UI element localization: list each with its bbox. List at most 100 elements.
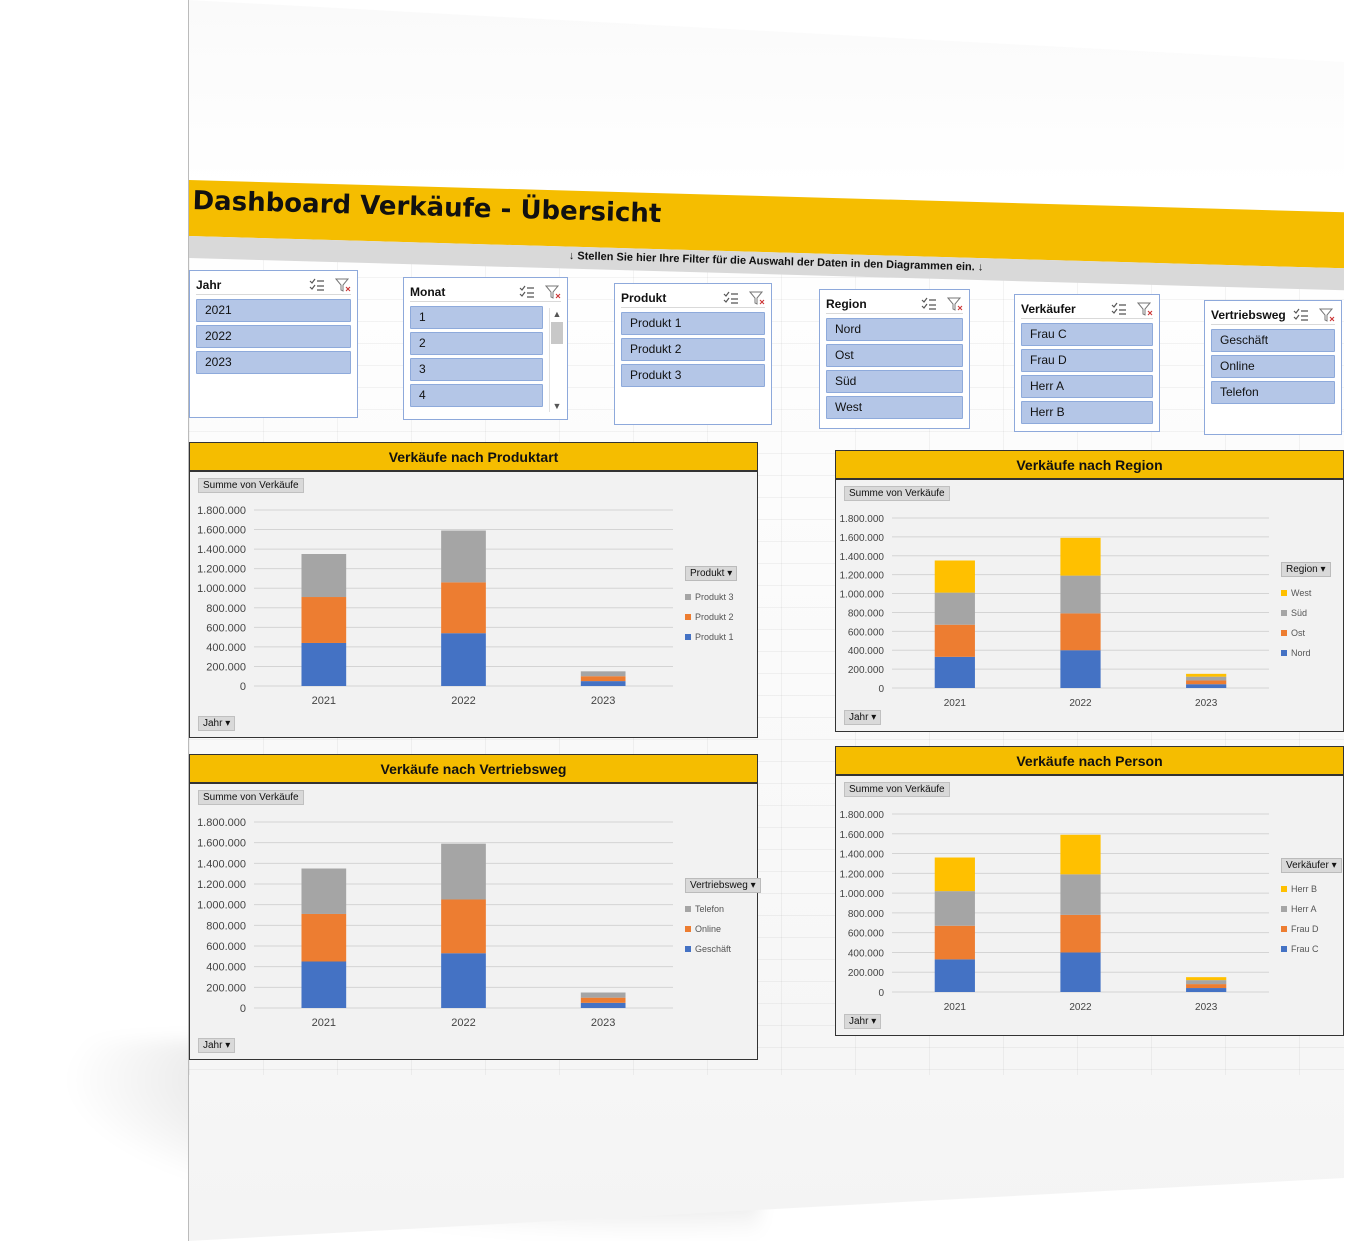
bar-segment[interactable] xyxy=(934,560,975,593)
clear-filter-icon[interactable] xyxy=(544,285,561,299)
bar-segment[interactable] xyxy=(1186,673,1227,677)
axis-field-button[interactable]: Jahr ▾ xyxy=(844,1014,882,1029)
slicer-item[interactable]: Nord xyxy=(826,318,963,341)
slicer-item[interactable]: 2 xyxy=(410,332,543,355)
value-field-button[interactable]: Summe von Verkäufe xyxy=(844,486,950,501)
bar-segment[interactable] xyxy=(301,597,347,643)
legend-field-button[interactable]: Region ▾ xyxy=(1281,562,1331,577)
bar-segment[interactable] xyxy=(580,1002,626,1008)
scroll-down-icon[interactable]: ▼ xyxy=(552,401,562,411)
multi-select-icon[interactable] xyxy=(723,291,739,305)
slicer-scrollbar[interactable]: ▲ ▼ xyxy=(549,308,563,412)
slicer-item[interactable]: Produkt 3 xyxy=(621,364,765,387)
axis-field-button[interactable]: Jahr ▾ xyxy=(844,710,882,725)
bar-segment[interactable] xyxy=(580,992,626,998)
bar-segment[interactable] xyxy=(441,953,486,1008)
bar-segment[interactable] xyxy=(441,843,486,900)
legend-field-button[interactable]: Produkt ▾ xyxy=(685,566,738,581)
slicer-item[interactable]: 2021 xyxy=(196,299,351,322)
slicer-item[interactable]: Herr B xyxy=(1021,401,1153,424)
bar-segment[interactable] xyxy=(1060,537,1101,576)
legend-field-button[interactable]: Verkäufer ▾ xyxy=(1281,858,1342,873)
legend-field-button[interactable]: Vertriebsweg ▾ xyxy=(685,878,761,893)
slicer-item[interactable]: Frau C xyxy=(1021,323,1153,346)
slicer-item[interactable]: Süd xyxy=(826,370,963,393)
clear-filter-icon[interactable] xyxy=(946,297,963,311)
slicer-jahr[interactable]: Jahr 2021 2022 2023 xyxy=(189,270,358,418)
scroll-thumb[interactable] xyxy=(551,322,563,344)
bar-segment[interactable] xyxy=(934,891,975,926)
slicer-item[interactable]: West xyxy=(826,396,963,419)
bar-segment[interactable] xyxy=(1060,650,1101,688)
slicer-item[interactable]: 4 xyxy=(410,384,543,407)
clear-filter-icon[interactable] xyxy=(1136,302,1153,316)
slicer-item[interactable]: Herr A xyxy=(1021,375,1153,398)
slicer-monat[interactable]: Monat 1 2 3 4 ▲ ▼ xyxy=(403,277,568,420)
bar-segment[interactable] xyxy=(934,959,975,992)
value-field-button[interactable]: Summe von Verkäufe xyxy=(198,478,304,493)
bar-segment[interactable] xyxy=(1186,676,1227,681)
slicer-item[interactable]: Online xyxy=(1211,355,1335,378)
bar-segment[interactable] xyxy=(580,681,626,686)
clear-filter-icon[interactable] xyxy=(1318,308,1335,322)
bar-segment[interactable] xyxy=(1060,575,1101,614)
slicer-item[interactable]: Produkt 1 xyxy=(621,312,765,335)
bar-segment[interactable] xyxy=(580,671,626,677)
axis-field-button[interactable]: Jahr ▾ xyxy=(198,716,236,731)
bar-segment[interactable] xyxy=(934,857,975,892)
bar-segment[interactable] xyxy=(1186,980,1227,985)
slicer-region[interactable]: Region Nord Ost Süd West xyxy=(819,289,970,429)
slicer-item[interactable]: Telefon xyxy=(1211,381,1335,404)
bar-segment[interactable] xyxy=(301,642,347,686)
bar-segment[interactable] xyxy=(1060,874,1101,915)
slicer-item[interactable]: 2023 xyxy=(196,351,351,374)
bar-segment[interactable] xyxy=(934,624,975,657)
slicer-verkaeufer[interactable]: Verkäufer Frau C Frau D Herr A Herr B xyxy=(1014,294,1160,432)
scroll-up-icon[interactable]: ▲ xyxy=(552,309,562,319)
slicer-item[interactable]: Ost xyxy=(826,344,963,367)
clear-filter-icon[interactable] xyxy=(748,291,765,305)
multi-select-icon[interactable] xyxy=(519,285,535,299)
slicer-item[interactable]: 3 xyxy=(410,358,543,381)
multi-select-icon[interactable] xyxy=(309,278,325,292)
slicer-item[interactable]: Frau D xyxy=(1021,349,1153,372)
bar-segment[interactable] xyxy=(934,656,975,688)
bar-segment[interactable] xyxy=(1186,984,1227,989)
slicer-item[interactable]: Geschäft xyxy=(1211,329,1335,352)
slicer-vertriebsweg[interactable]: Vertriebsweg Geschäft Online Telefon xyxy=(1204,300,1342,435)
bar-segment[interactable] xyxy=(301,554,347,598)
chart-panel-produktart: Verkäufe nach Produktart Summe von Verkäu… xyxy=(189,442,758,738)
bar-segment[interactable] xyxy=(1186,680,1227,685)
bar-segment[interactable] xyxy=(1060,914,1101,953)
value-field-button[interactable]: Summe von Verkäufe xyxy=(844,782,950,797)
legend-swatch xyxy=(685,946,691,952)
multi-select-icon[interactable] xyxy=(1111,302,1127,316)
axis-field-button[interactable]: Jahr ▾ xyxy=(198,1038,236,1053)
slicer-item[interactable]: Produkt 2 xyxy=(621,338,765,361)
slicer-produkt[interactable]: Produkt Produkt 1 Produkt 2 Produkt 3 xyxy=(614,283,772,425)
bar-segment[interactable] xyxy=(441,633,486,686)
bar-segment[interactable] xyxy=(301,961,347,1009)
bar-segment[interactable] xyxy=(580,997,626,1003)
bar-segment[interactable] xyxy=(301,913,347,962)
multi-select-icon[interactable] xyxy=(921,297,937,311)
bar-segment[interactable] xyxy=(580,676,626,682)
bar-segment[interactable] xyxy=(934,925,975,960)
bar-segment[interactable] xyxy=(1186,988,1227,992)
bar-segment[interactable] xyxy=(1060,834,1101,875)
bar-segment[interactable] xyxy=(441,899,486,954)
slicer-item[interactable]: 1 xyxy=(410,306,543,329)
bar-segment[interactable] xyxy=(1186,684,1227,688)
bar-segment[interactable] xyxy=(934,592,975,625)
y-tick-label: 600.000 xyxy=(206,941,246,953)
value-field-button[interactable]: Summe von Verkäufe xyxy=(198,790,304,805)
bar-segment[interactable] xyxy=(441,582,486,634)
bar-segment[interactable] xyxy=(301,868,347,914)
bar-segment[interactable] xyxy=(1060,613,1101,651)
clear-filter-icon[interactable] xyxy=(334,278,351,292)
multi-select-icon[interactable] xyxy=(1293,308,1309,322)
bar-segment[interactable] xyxy=(441,530,486,583)
bar-segment[interactable] xyxy=(1060,952,1101,992)
bar-segment[interactable] xyxy=(1186,977,1227,981)
slicer-item[interactable]: 2022 xyxy=(196,325,351,348)
